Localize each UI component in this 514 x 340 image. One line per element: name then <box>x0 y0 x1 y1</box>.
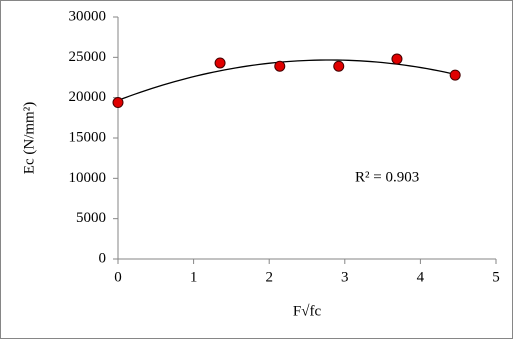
point <box>449 69 461 81</box>
trendline <box>117 59 456 101</box>
point <box>112 97 124 109</box>
y-tick-label: 5000 <box>76 210 106 226</box>
point <box>274 60 286 72</box>
y-tick-label: 30000 <box>69 8 107 24</box>
y-tick-label: 10000 <box>69 170 107 186</box>
x-tick-label: 5 <box>492 269 500 285</box>
y-axis-label: Ec (N/mm²) <box>21 102 37 174</box>
x-tick-label: 3 <box>341 269 349 285</box>
x-tick-label: 4 <box>417 269 425 285</box>
y-tick-label: 0 <box>99 250 107 266</box>
point <box>214 57 226 69</box>
point <box>333 60 345 72</box>
y-tick-label: 15000 <box>69 129 107 145</box>
x-tick-label: 0 <box>114 269 122 285</box>
x-tick-label: 2 <box>265 269 273 285</box>
x-tick-label: 1 <box>190 269 198 285</box>
annotation: R² = 0.903 <box>355 169 419 185</box>
y-tick-label: 20000 <box>69 89 107 105</box>
point <box>391 53 403 65</box>
x-axis-label: F√fc <box>293 303 322 319</box>
y-tick-label: 25000 <box>69 49 107 65</box>
